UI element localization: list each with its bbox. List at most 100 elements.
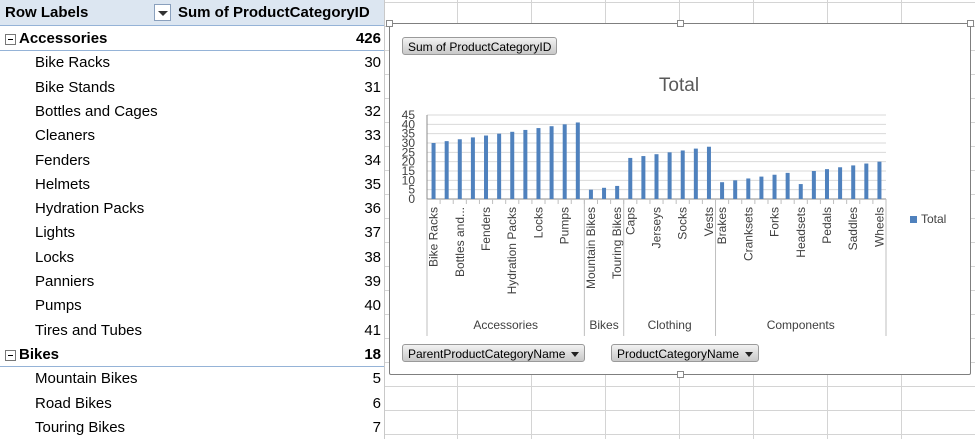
x-category-label: Bike Racks	[427, 207, 441, 267]
pivot-row-label: Lights	[35, 224, 76, 242]
bar-components	[759, 176, 764, 199]
x-category-label: Touring Bikes	[610, 207, 624, 279]
pivot-item-row[interactable]: Locks 38	[0, 246, 384, 270]
bar-components	[877, 161, 882, 199]
bar-accessories	[562, 124, 567, 199]
resize-handle-top-right[interactable]	[967, 20, 974, 27]
bar-bikes	[602, 187, 607, 199]
x-category-label: Brakes	[715, 207, 729, 244]
y-tick-label: 25	[402, 145, 416, 159]
pivot-item-row[interactable]: Lights 37	[0, 221, 384, 245]
bar-components	[785, 172, 790, 199]
axis-field-button-category[interactable]: ProductCategoryName	[611, 344, 760, 362]
bar-components	[811, 171, 816, 199]
x-group-label: Bikes	[589, 318, 618, 332]
pivot-row-value: 7	[372, 418, 381, 436]
resize-handle-top-left[interactable]	[386, 20, 393, 27]
bar-components	[746, 178, 751, 199]
pivot-item-row[interactable]: Tires and Tubes 41	[0, 319, 384, 343]
collapse-toggle-icon[interactable]	[5, 34, 16, 45]
pivot-chart[interactable]: Sum of ProductCategoryID Total 0 5 10 15 20 25…	[386, 20, 974, 378]
x-category-label: Cranksets	[741, 207, 755, 261]
pivot-row-label: Fenders	[35, 151, 91, 169]
x-category-label: Jerseys	[650, 207, 664, 248]
x-category-label: Socks	[676, 207, 690, 240]
bar-clothing	[628, 157, 633, 199]
pivot-header-row: Row Labels Sum of ProductCategoryID	[0, 0, 384, 26]
pivot-row-label: Pumps	[35, 297, 82, 315]
y-tick-label: 5	[408, 183, 415, 197]
pivot-row-label: Bike Racks	[35, 54, 111, 72]
collapse-toggle-icon[interactable]	[5, 349, 16, 361]
bar-bikes	[615, 185, 620, 199]
pivot-item-row[interactable]: Mountain Bikes 5	[0, 367, 384, 391]
pivot-item-row[interactable]: Panniers 39	[0, 270, 384, 294]
pivot-row-value: 35	[364, 175, 381, 193]
x-category-label: Caps	[623, 207, 637, 235]
bar-bikes	[588, 189, 593, 199]
value-field-button-label: Sum of ProductCategoryID	[408, 40, 552, 54]
value-field-button[interactable]: Sum of ProductCategoryID	[402, 37, 558, 55]
pivot-item-row[interactable]: Fenders 34	[0, 149, 384, 173]
pivot-row-value: 6	[372, 394, 381, 412]
pivot-item-row[interactable]: Bike Racks 30	[0, 51, 384, 75]
bar-clothing	[706, 146, 711, 199]
pivot-row-value: 36	[364, 200, 381, 218]
pivot-row-label: Road Bikes	[35, 394, 112, 412]
bar-accessories	[549, 126, 554, 199]
x-category-label: Locks	[531, 207, 545, 238]
chevron-down-icon[interactable]	[571, 352, 580, 358]
pivot-row-label: Bike Stands	[35, 78, 116, 96]
legend-swatch	[910, 216, 917, 223]
pivot-row-label: Panniers	[35, 273, 95, 290]
pivot-item-row[interactable]: Bike Stands 31	[0, 76, 384, 100]
pivot-item-row[interactable]: Road Bikes 6	[0, 392, 384, 416]
pivot-row-label: Helmets	[35, 175, 91, 193]
pivot-item-row[interactable]: Bottles and Cages 32	[0, 100, 384, 124]
pivot-row-value: 32	[364, 102, 381, 120]
bar-components	[864, 163, 869, 199]
x-category-label: Saddles	[846, 207, 860, 250]
pivot-row-value: 30	[364, 54, 381, 72]
chevron-down-icon[interactable]	[745, 352, 754, 358]
x-category-label: Bottles and...	[453, 207, 467, 277]
y-tick-label: 30	[402, 136, 416, 150]
pivot-item-row[interactable]: Helmets 35	[0, 173, 384, 197]
pivot-group-row[interactable]: Accessories 426	[0, 27, 384, 51]
bar-components	[798, 184, 803, 199]
bar-accessories	[575, 122, 580, 199]
resize-handle-top[interactable]	[677, 20, 684, 27]
axis-field-button-parent-category[interactable]: ParentProductCategoryName	[402, 344, 586, 362]
y-tick-label: 15	[402, 164, 416, 178]
pivot-item-row[interactable]: Touring Bikes 7	[0, 416, 384, 440]
pivot-row-label: Locks	[35, 248, 75, 266]
pivot-table: Row Labels Sum of ProductCategoryID Acce…	[0, 0, 385, 439]
bar-clothing	[667, 152, 672, 199]
row-labels-header: Row Labels	[5, 4, 89, 21]
x-category-label: Vests	[702, 207, 716, 236]
x-category-label: Pumps	[558, 207, 572, 244]
value-field-header: Sum of ProductCategoryID	[178, 4, 370, 21]
pivot-group-row[interactable]: Bikes 18	[0, 343, 384, 367]
x-category-label: Hydration Packs	[505, 207, 519, 294]
x-group-label: Clothing	[648, 318, 692, 332]
x-category-label: Headsets	[794, 207, 808, 258]
y-tick-label: 0	[408, 192, 415, 206]
row-labels-filter-dropdown[interactable]	[154, 4, 171, 21]
pivot-item-row[interactable]: Pumps 40	[0, 294, 384, 318]
resize-handle-bottom[interactable]	[677, 371, 684, 378]
bar-accessories	[484, 135, 489, 199]
bar-components	[851, 165, 856, 199]
bar-components	[838, 167, 843, 199]
pivot-item-row[interactable]: Hydration Packs 36	[0, 197, 384, 221]
pivot-item-row[interactable]: Cleaners 33	[0, 124, 384, 148]
chart-title: Total	[659, 75, 699, 96]
pivot-row-label: Cleaners	[35, 127, 96, 145]
pivot-row-value: 5	[372, 370, 381, 388]
y-tick-label: 10	[402, 173, 416, 187]
pivot-row-label: Tires and Tubes	[35, 321, 142, 339]
x-group-label: Accessories	[473, 318, 538, 332]
pivot-row-value: 39	[364, 273, 381, 290]
pivot-row-value: 426	[355, 30, 381, 47]
bar-clothing	[641, 156, 646, 199]
